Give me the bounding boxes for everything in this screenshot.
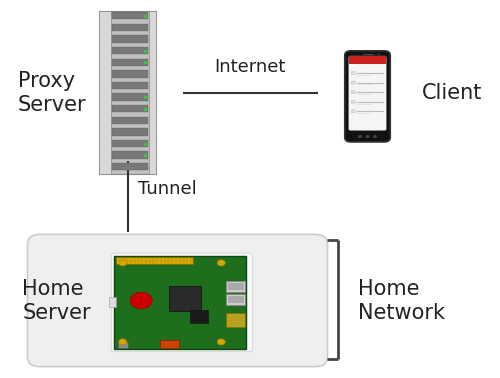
- FancyBboxPatch shape: [112, 24, 148, 31]
- Text: Home
Network: Home Network: [358, 279, 444, 322]
- Text: Tunnel: Tunnel: [138, 180, 196, 198]
- FancyBboxPatch shape: [348, 56, 387, 130]
- FancyBboxPatch shape: [184, 261, 186, 264]
- FancyBboxPatch shape: [116, 257, 193, 264]
- FancyBboxPatch shape: [351, 91, 355, 94]
- FancyBboxPatch shape: [108, 297, 116, 307]
- FancyBboxPatch shape: [349, 56, 386, 64]
- FancyBboxPatch shape: [112, 140, 148, 147]
- Circle shape: [358, 135, 362, 138]
- FancyBboxPatch shape: [160, 340, 179, 348]
- FancyBboxPatch shape: [99, 11, 112, 174]
- FancyBboxPatch shape: [136, 258, 138, 260]
- Text: Internet: Internet: [214, 57, 286, 76]
- Circle shape: [373, 135, 377, 138]
- FancyBboxPatch shape: [228, 296, 244, 303]
- FancyBboxPatch shape: [351, 100, 355, 103]
- FancyBboxPatch shape: [190, 310, 208, 323]
- FancyBboxPatch shape: [151, 258, 152, 260]
- FancyBboxPatch shape: [112, 36, 148, 43]
- FancyBboxPatch shape: [132, 261, 134, 264]
- FancyBboxPatch shape: [124, 261, 126, 264]
- FancyBboxPatch shape: [112, 12, 148, 19]
- Circle shape: [217, 339, 225, 345]
- FancyBboxPatch shape: [169, 287, 201, 311]
- FancyBboxPatch shape: [351, 71, 355, 74]
- FancyBboxPatch shape: [158, 258, 160, 260]
- FancyBboxPatch shape: [154, 258, 156, 260]
- FancyBboxPatch shape: [226, 281, 245, 292]
- FancyBboxPatch shape: [226, 313, 245, 327]
- FancyBboxPatch shape: [188, 258, 190, 260]
- FancyBboxPatch shape: [351, 81, 355, 84]
- Circle shape: [119, 339, 127, 345]
- FancyBboxPatch shape: [121, 258, 122, 260]
- Text: Client: Client: [422, 83, 482, 102]
- Circle shape: [366, 135, 370, 138]
- FancyBboxPatch shape: [118, 342, 128, 348]
- Circle shape: [130, 292, 152, 309]
- FancyBboxPatch shape: [112, 163, 148, 170]
- FancyBboxPatch shape: [112, 105, 148, 112]
- FancyBboxPatch shape: [174, 258, 175, 260]
- FancyBboxPatch shape: [117, 258, 119, 260]
- FancyBboxPatch shape: [181, 261, 182, 264]
- FancyBboxPatch shape: [170, 261, 171, 264]
- FancyBboxPatch shape: [112, 70, 148, 77]
- FancyBboxPatch shape: [112, 117, 148, 124]
- FancyBboxPatch shape: [128, 261, 130, 264]
- FancyBboxPatch shape: [177, 261, 178, 264]
- FancyBboxPatch shape: [112, 82, 148, 89]
- FancyBboxPatch shape: [28, 234, 328, 367]
- FancyBboxPatch shape: [121, 261, 122, 264]
- FancyBboxPatch shape: [158, 261, 160, 264]
- FancyBboxPatch shape: [117, 261, 119, 264]
- FancyBboxPatch shape: [144, 258, 145, 260]
- Circle shape: [119, 260, 127, 266]
- FancyBboxPatch shape: [162, 261, 164, 264]
- FancyBboxPatch shape: [147, 258, 148, 260]
- FancyBboxPatch shape: [184, 258, 186, 260]
- Circle shape: [217, 260, 225, 266]
- FancyBboxPatch shape: [351, 110, 355, 113]
- FancyBboxPatch shape: [112, 128, 148, 136]
- FancyBboxPatch shape: [226, 294, 245, 305]
- FancyBboxPatch shape: [99, 11, 156, 174]
- FancyBboxPatch shape: [136, 261, 138, 264]
- FancyBboxPatch shape: [112, 152, 148, 159]
- FancyBboxPatch shape: [174, 261, 175, 264]
- FancyBboxPatch shape: [166, 258, 168, 260]
- FancyBboxPatch shape: [112, 93, 148, 101]
- Circle shape: [377, 53, 380, 55]
- FancyBboxPatch shape: [228, 283, 244, 290]
- FancyBboxPatch shape: [114, 256, 246, 349]
- FancyBboxPatch shape: [148, 11, 156, 174]
- FancyBboxPatch shape: [144, 261, 145, 264]
- FancyBboxPatch shape: [112, 47, 148, 54]
- Text: Home
Server: Home Server: [22, 279, 91, 322]
- FancyBboxPatch shape: [124, 258, 126, 260]
- FancyBboxPatch shape: [128, 258, 130, 260]
- FancyBboxPatch shape: [112, 59, 148, 66]
- FancyBboxPatch shape: [181, 258, 182, 260]
- FancyBboxPatch shape: [151, 261, 152, 264]
- FancyBboxPatch shape: [147, 261, 148, 264]
- FancyBboxPatch shape: [177, 258, 178, 260]
- FancyBboxPatch shape: [166, 261, 168, 264]
- FancyBboxPatch shape: [170, 258, 171, 260]
- FancyBboxPatch shape: [345, 51, 390, 142]
- Text: Proxy
Server: Proxy Server: [18, 71, 86, 115]
- FancyBboxPatch shape: [154, 261, 156, 264]
- FancyBboxPatch shape: [140, 261, 141, 264]
- FancyBboxPatch shape: [140, 258, 141, 260]
- FancyBboxPatch shape: [132, 258, 134, 260]
- FancyBboxPatch shape: [162, 258, 164, 260]
- FancyBboxPatch shape: [188, 261, 190, 264]
- FancyBboxPatch shape: [111, 253, 253, 352]
